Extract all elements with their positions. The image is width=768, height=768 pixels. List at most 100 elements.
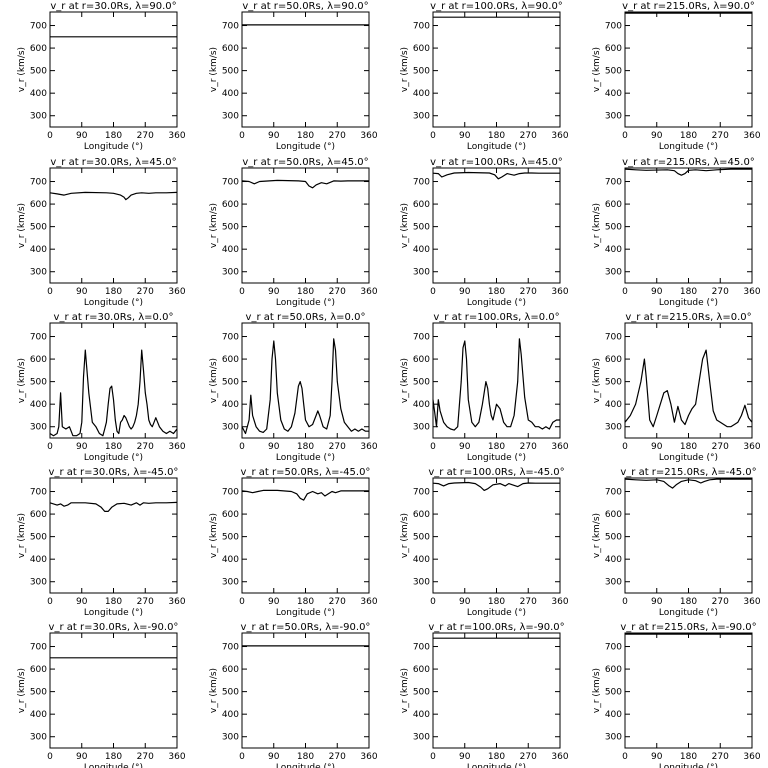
x-tick-label: 180 (488, 287, 505, 297)
y-axis-label: v_r (km/s) (17, 358, 27, 403)
y-axis-label: v_r (km/s) (17, 513, 27, 558)
series-line (241, 338, 369, 435)
y-tick-label: 600 (30, 510, 47, 520)
x-tick-label: 0 (47, 597, 53, 607)
y-tick-label: 600 (222, 200, 239, 210)
y-tick-label: 700 (605, 22, 622, 32)
x-tick-label: 270 (329, 752, 346, 762)
x-tick-label: 360 (551, 752, 568, 762)
y-tick-label: 500 (413, 688, 430, 698)
series-line (624, 478, 752, 489)
x-tick-label: 180 (488, 597, 505, 607)
chart-title: v_r at r=100.0Rs, λ=0.0° (433, 312, 559, 323)
y-axis-label: v_r (km/s) (592, 513, 602, 558)
y-tick-label: 400 (30, 400, 47, 410)
y-tick-label: 700 (413, 22, 430, 32)
y-tick-label: 700 (222, 643, 239, 653)
x-tick-label: 360 (743, 752, 760, 762)
y-tick-label: 700 (605, 333, 622, 343)
x-tick-label: 360 (360, 752, 377, 762)
x-tick-label: 0 (430, 442, 436, 452)
x-axis-label: Longitude (°) (659, 453, 718, 463)
x-tick-label: 180 (680, 752, 697, 762)
y-tick-label: 600 (30, 200, 47, 210)
chart-panel: v_r at r=30.0Rs, λ=45.0° 0 90 180 270 360 300 4… (17, 157, 186, 308)
x-tick-label: 270 (712, 752, 729, 762)
y-tick-label: 500 (605, 223, 622, 233)
y-axis-label: v_r (km/s) (17, 203, 27, 248)
x-tick-label: 90 (268, 131, 280, 141)
y-tick-label: 500 (222, 223, 239, 233)
y-tick-label: 400 (222, 245, 239, 255)
y-tick-label: 600 (413, 510, 430, 520)
x-axis-label: Longitude (°) (276, 298, 335, 308)
y-tick-label: 500 (222, 533, 239, 543)
chart-panel: v_r at r=215.0Rs, λ=0.0° 0 90 180 270 360 300 4… (592, 312, 761, 463)
y-tick-label: 700 (605, 488, 622, 498)
x-tick-label: 0 (430, 597, 436, 607)
x-tick-label: 90 (651, 752, 663, 762)
y-axis-label: v_r (km/s) (592, 358, 602, 403)
x-tick-label: 90 (76, 442, 88, 452)
y-axis-label: v_r (km/s) (17, 47, 27, 92)
y-tick-label: 400 (605, 710, 622, 720)
y-tick-label: 300 (413, 112, 430, 122)
x-tick-label: 270 (137, 597, 154, 607)
x-tick-label: 180 (488, 442, 505, 452)
y-axis-label: v_r (km/s) (400, 513, 410, 558)
y-tick-label: 400 (30, 710, 47, 720)
x-axis-label: Longitude (°) (84, 298, 143, 308)
series-line (49, 191, 178, 201)
chart-title: v_r at r=100.0Rs, λ=90.0° (430, 1, 563, 12)
y-tick-label: 400 (605, 555, 622, 565)
y-tick-label: 600 (413, 355, 430, 365)
x-tick-label: 90 (459, 131, 471, 141)
x-tick-label: 360 (743, 442, 760, 452)
y-tick-label: 600 (605, 44, 622, 54)
plot-frame (241, 11, 370, 128)
x-tick-label: 360 (168, 287, 185, 297)
y-tick-label: 400 (30, 245, 47, 255)
chart-title: v_r at r=50.0Rs, λ=-90.0° (241, 622, 371, 633)
chart-title: v_r at r=30.0Rs, λ=0.0° (54, 312, 174, 323)
y-tick-label: 300 (222, 578, 239, 588)
y-tick-label: 600 (30, 665, 47, 675)
y-tick-label: 300 (222, 423, 239, 433)
y-tick-label: 500 (30, 688, 47, 698)
x-axis-label: Longitude (°) (276, 608, 335, 618)
y-tick-label: 300 (30, 268, 47, 278)
y-tick-label: 400 (413, 400, 430, 410)
y-tick-label: 700 (30, 488, 47, 498)
x-tick-label: 0 (430, 287, 436, 297)
x-tick-label: 270 (137, 442, 154, 452)
x-tick-label: 90 (651, 597, 663, 607)
x-tick-label: 0 (239, 752, 245, 762)
x-tick-label: 0 (47, 752, 53, 762)
chart-title: v_r at r=30.0Rs, λ=90.0° (50, 1, 176, 12)
y-axis-label: v_r (km/s) (400, 203, 410, 248)
x-tick-label: 0 (47, 287, 53, 297)
plot-frame (49, 167, 178, 284)
x-tick-label: 0 (47, 442, 53, 452)
y-tick-label: 300 (413, 733, 430, 743)
y-axis-label: v_r (km/s) (209, 668, 219, 713)
x-tick-label: 180 (105, 442, 122, 452)
x-tick-label: 360 (551, 287, 568, 297)
y-tick-label: 500 (413, 223, 430, 233)
y-tick-label: 600 (413, 200, 430, 210)
y-tick-label: 500 (222, 67, 239, 77)
chart-panel: v_r at r=50.0Rs, λ=90.0° 0 90 180 270 360 300 4… (209, 1, 378, 152)
x-tick-label: 270 (329, 287, 346, 297)
y-tick-label: 400 (30, 89, 47, 99)
plot-frame (49, 11, 178, 128)
chart-title: v_r at r=50.0Rs, λ=45.0° (242, 157, 368, 168)
x-tick-label: 180 (105, 287, 122, 297)
x-tick-label: 90 (268, 597, 280, 607)
chart-panel: v_r at r=100.0Rs, λ=-45.0° 0 90 180 270 360 30… (400, 467, 569, 618)
series-line (432, 338, 560, 431)
chart-panel: v_r at r=100.0Rs, λ=90.0° 0 90 180 270 360 300… (400, 1, 569, 152)
y-axis-label: v_r (km/s) (209, 203, 219, 248)
y-tick-label: 600 (413, 44, 430, 54)
x-tick-label: 270 (137, 752, 154, 762)
x-tick-label: 180 (680, 287, 697, 297)
